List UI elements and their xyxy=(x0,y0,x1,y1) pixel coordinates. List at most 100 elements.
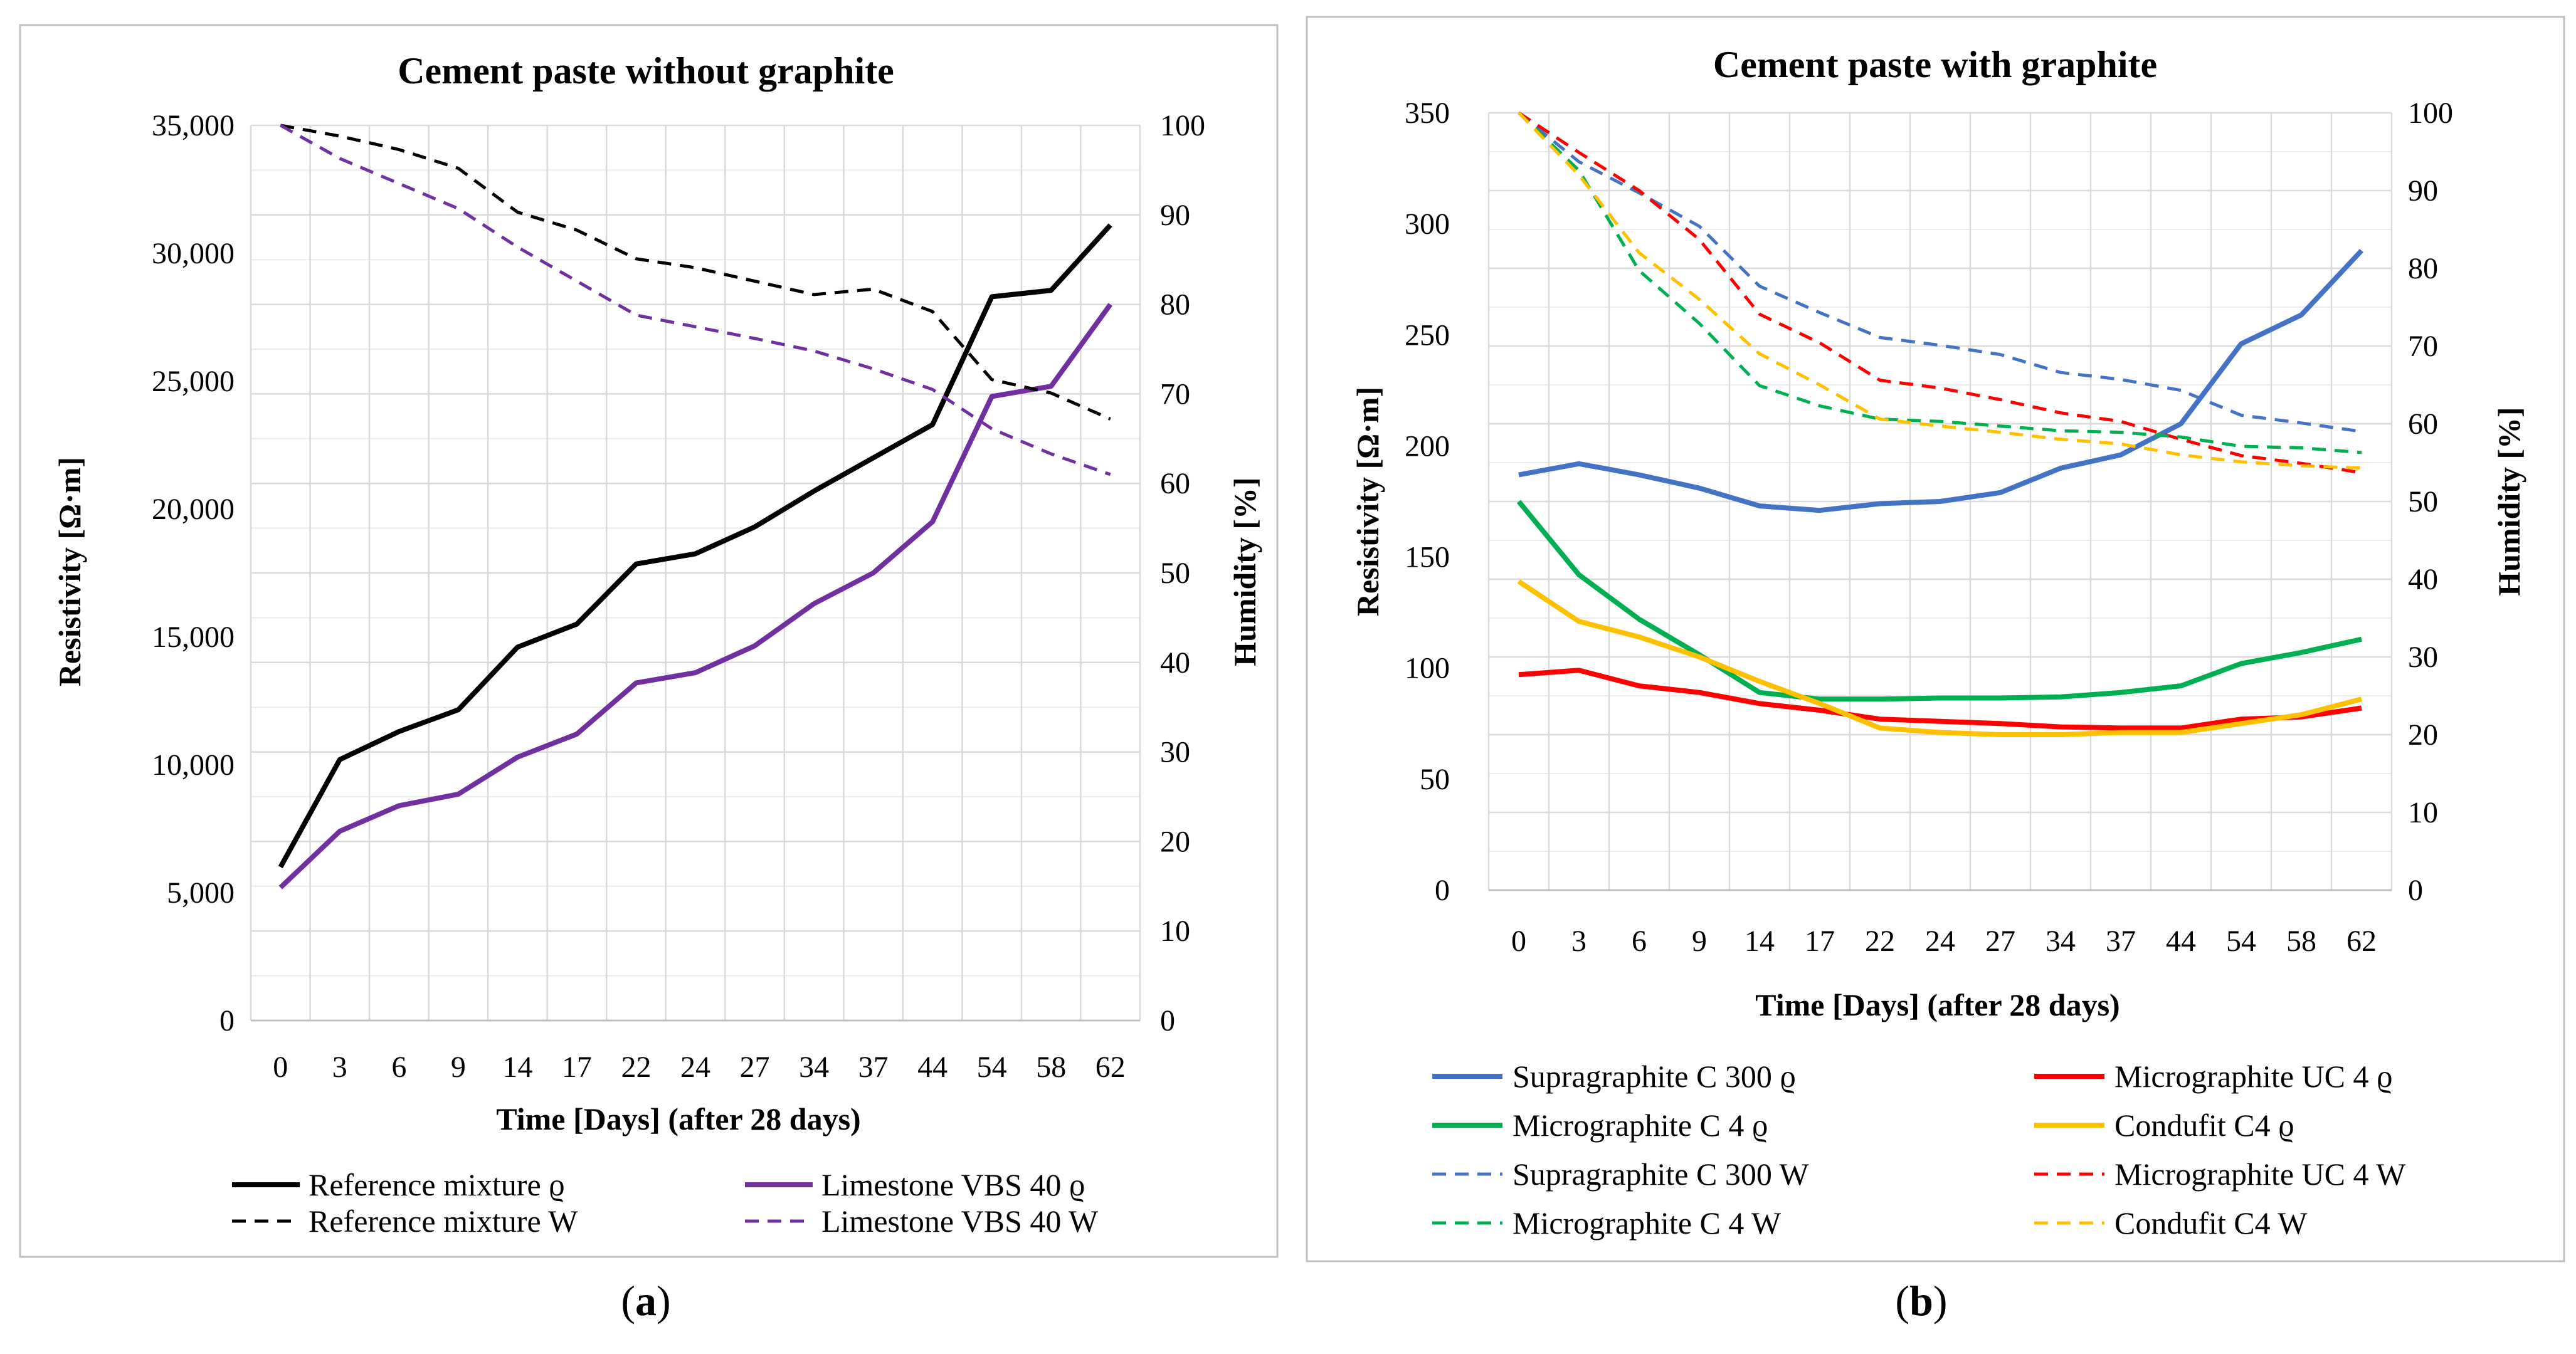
y2-tick-label: 90 xyxy=(1160,199,1190,232)
y2-tick-label: 10 xyxy=(2408,796,2438,829)
series-line-supragraphite-c-300-rho xyxy=(1518,248,2363,513)
chart-a-caption: (a) xyxy=(621,1277,670,1325)
legend-label-micrographite-uc-4-rho: Micrographite UC 4 ϱ xyxy=(2114,1059,2392,1094)
y2-tick-label: 70 xyxy=(2408,330,2438,363)
x-tick-label: 22 xyxy=(1865,925,1895,958)
y2-tick-label: 100 xyxy=(1160,109,1205,142)
y-tick-label: 5,000 xyxy=(167,876,235,910)
series-line-micrographite-c-4-rho xyxy=(1516,500,2362,702)
x-tick-label: 17 xyxy=(562,1051,592,1084)
legend-label-condufit-c4-w: Condufit C4 W xyxy=(2114,1205,2308,1241)
chart-a-y-axis-label: Resistivity [Ω·m] xyxy=(52,457,87,686)
chart-b-legend: Supragraphite C 300 ϱ Micrographite UC 4 … xyxy=(1432,1059,2406,1241)
y-tick-label: 20,000 xyxy=(152,493,235,526)
x-tick-label: 34 xyxy=(2045,925,2076,958)
y-tick-label: 350 xyxy=(1405,97,1450,130)
y-tick-label: 0 xyxy=(219,1004,235,1037)
y2-tick-label: 40 xyxy=(2408,563,2438,596)
x-tick-label: 24 xyxy=(680,1051,710,1084)
y-tick-label: 30,000 xyxy=(152,237,235,270)
y2-tick-label: 60 xyxy=(2408,407,2438,441)
legend-label-reference-mixture-w: Reference mixture W xyxy=(309,1204,578,1239)
y-tick-label: 100 xyxy=(1405,652,1450,685)
x-tick-label: 24 xyxy=(1925,925,1955,958)
chart-a-x-axis: 0 3 6 9 14 17 22 24 27 34 37 44 54 58 62 xyxy=(273,1051,1125,1084)
chart-a-frame xyxy=(19,24,1279,1258)
chart-b-y-axis-label: Resistivity [Ω·m] xyxy=(1350,387,1385,616)
chart-a-legend: Reference mixture ϱ Limestone VBS 40 ϱ Ref… xyxy=(232,1167,1099,1239)
legend-label-supragraphite-c-300-w: Supragraphite C 300 W xyxy=(1512,1157,1809,1192)
legend-label-limestone-vbs-40-rho: Limestone VBS 40 ϱ xyxy=(821,1167,1085,1202)
legend-label-reference-mixture-rho: Reference mixture ϱ xyxy=(309,1167,565,1202)
y2-tick-label: 90 xyxy=(2408,174,2438,207)
y2-tick-label: 80 xyxy=(1160,288,1190,322)
chart-b-caption: (b) xyxy=(1895,1277,1947,1325)
series-line-micrographite-c-4-w xyxy=(1518,112,2362,454)
y2-tick-label: 40 xyxy=(1160,646,1190,680)
y2-tick-label: 60 xyxy=(1160,467,1190,500)
x-tick-label: 0 xyxy=(273,1051,288,1084)
x-tick-label: 6 xyxy=(1632,925,1647,958)
x-tick-label: 3 xyxy=(1571,925,1586,958)
chart-a-x-axis-label: Time [Days] (after 28 days) xyxy=(496,1101,860,1136)
y-tick-label: 150 xyxy=(1405,541,1450,574)
y2-tick-label: 50 xyxy=(1160,557,1190,590)
y2-tick-label: 100 xyxy=(2408,97,2453,130)
chart-a-series xyxy=(278,123,1112,890)
chart-b-y-axis: 0 50 100 150 200 250 300 350 xyxy=(1405,97,1450,907)
series-line-condufit-c4-rho xyxy=(1517,579,2363,737)
x-tick-label: 0 xyxy=(1511,925,1526,958)
y-tick-label: 250 xyxy=(1405,318,1450,352)
chart-b-x-axis: 0 3 6 9 14 17 22 24 27 34 37 44 54 58 62 xyxy=(1511,925,2377,958)
x-tick-label: 27 xyxy=(740,1051,770,1084)
x-tick-label: 14 xyxy=(1745,925,1775,958)
y2-tick-label: 80 xyxy=(2408,252,2438,285)
chart-b-x-axis-label: Time [Days] (after 28 days) xyxy=(1755,987,2119,1022)
y2-tick-label: 70 xyxy=(1160,377,1190,411)
x-tick-label: 37 xyxy=(858,1051,889,1084)
series-line-limestone-vbs-40-w xyxy=(280,123,1111,476)
y2-tick-label: 20 xyxy=(2408,718,2438,752)
y-tick-label: 15,000 xyxy=(152,621,235,654)
series-line-reference-mixture-rho xyxy=(278,223,1112,869)
x-tick-label: 6 xyxy=(391,1051,406,1084)
y2-tick-label: 20 xyxy=(1160,825,1190,858)
chart-a-gridlines xyxy=(250,124,1141,1022)
chart-a-y-axis: 0 5,000 10,000 15,000 20,000 25,000 30,000 35,0… xyxy=(152,109,235,1037)
legend-label-micrographite-uc-4-w: Micrographite UC 4 W xyxy=(2114,1157,2406,1192)
x-tick-label: 9 xyxy=(1692,925,1707,958)
x-tick-label: 54 xyxy=(977,1051,1007,1084)
x-tick-label: 62 xyxy=(2346,925,2377,958)
series-line-micrographite-uc-4-rho xyxy=(1518,668,2362,731)
chart-b-y2-axis: 0 10 20 30 40 50 60 70 80 90 100 xyxy=(2408,97,2453,907)
chart-b-series xyxy=(1516,111,2363,737)
series-line-reference-mixture-w xyxy=(280,123,1111,421)
chart-b-title: Cement paste with graphite xyxy=(1713,44,2157,85)
x-tick-label: 9 xyxy=(451,1051,466,1084)
chart-a-y2-axis: 0 10 20 30 40 50 60 70 80 90 100 xyxy=(1160,109,1205,1037)
legend-label-micrographite-c-4-rho: Micrographite C 4 ϱ xyxy=(1512,1108,1768,1143)
y-tick-label: 200 xyxy=(1405,429,1450,463)
y2-tick-label: 30 xyxy=(2408,641,2438,674)
series-line-condufit-c4-w xyxy=(1518,112,2362,470)
chart-a-title: Cement paste without graphite xyxy=(398,50,894,92)
legend-label-micrographite-c-4-w: Micrographite C 4 W xyxy=(1512,1205,1782,1241)
x-tick-label: 37 xyxy=(2106,925,2136,958)
x-tick-label: 27 xyxy=(1985,925,2015,958)
x-tick-label: 44 xyxy=(917,1051,948,1084)
y2-tick-label: 50 xyxy=(2408,485,2438,518)
y-tick-label: 50 xyxy=(1420,763,1450,796)
series-line-micrographite-uc-4-w xyxy=(1518,111,2362,475)
y2-tick-label: 10 xyxy=(1160,915,1190,948)
x-tick-label: 34 xyxy=(799,1051,829,1084)
legend-label-condufit-c4-rho: Condufit C4 ϱ xyxy=(2114,1108,2294,1143)
y-tick-label: 10,000 xyxy=(152,748,235,782)
x-tick-label: 54 xyxy=(2226,925,2256,958)
series-line-limestone-vbs-40-rho xyxy=(278,303,1112,890)
y2-tick-label: 0 xyxy=(2408,874,2423,907)
y-tick-label: 300 xyxy=(1405,207,1450,241)
y2-tick-label: 0 xyxy=(1160,1004,1175,1037)
x-tick-label: 3 xyxy=(332,1051,347,1084)
chart-a-panel-label: a xyxy=(635,1277,657,1325)
